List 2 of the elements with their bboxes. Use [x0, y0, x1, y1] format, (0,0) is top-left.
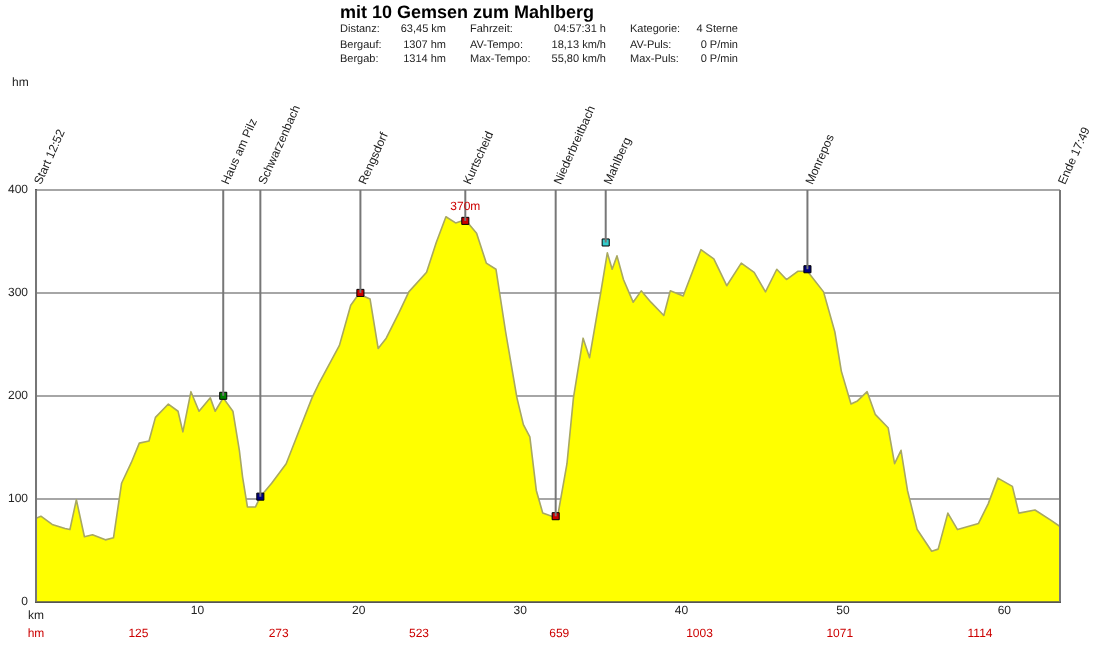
chart-title: mit 10 Gemsen zum Mahlberg	[340, 2, 595, 22]
point	[601, 238, 610, 247]
